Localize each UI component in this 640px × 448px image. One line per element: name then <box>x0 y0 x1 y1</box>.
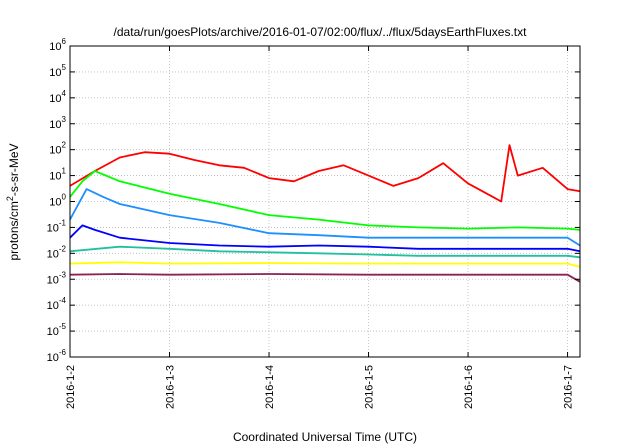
y-tick-label: 104 <box>49 89 66 105</box>
y-tick-label: 10-1 <box>47 218 67 234</box>
y-tick-label: 106 <box>49 37 66 53</box>
y-tick-label: 10-4 <box>47 296 67 312</box>
x-tick-label: 2016-1-3 <box>165 365 177 409</box>
series-line-6 <box>69 261 581 268</box>
y-tick-label: 10-6 <box>47 348 67 364</box>
x-tick-label: 2016-1-5 <box>364 365 376 409</box>
y-tick-label: 101 <box>49 167 66 183</box>
series-line-5 <box>69 245 581 259</box>
y-tick-label: 100 <box>49 193 66 209</box>
chart-title: /data/run/goesPlots/archive/2016-01-07/0… <box>114 25 528 39</box>
y-tick-label: 10-3 <box>47 270 67 286</box>
y-tick-label: 102 <box>49 141 66 157</box>
ticks <box>69 45 580 358</box>
y-tick-label: 10-2 <box>47 244 67 260</box>
y-tick-label: 10-5 <box>47 322 67 338</box>
tick-labels: 106 105 104 103 102 101 100 10-1 10-2 10-3 10-4 10-… <box>47 37 575 409</box>
series-line-1 <box>69 144 581 203</box>
series-line-7 <box>69 273 581 283</box>
series-line-3 <box>69 188 581 247</box>
x-axis-title: Coordinated Universal Time (UTC) <box>233 430 417 444</box>
x-tick-label: 2016-1-4 <box>264 365 276 409</box>
y-tick-label: 105 <box>49 63 66 79</box>
series-line-4 <box>69 224 581 253</box>
svg-text:protons/cm2-s-sr-MeV: protons/cm2-s-sr-MeV <box>5 143 21 260</box>
y-tick-label: 103 <box>49 115 66 131</box>
grid <box>70 46 580 357</box>
series-line-2 <box>69 170 581 231</box>
x-tick-label: 2016-1-6 <box>463 365 475 409</box>
x-tick-label: 2016-1-7 <box>563 365 575 409</box>
series-layer <box>69 144 581 283</box>
x-tick-label: 2016-1-2 <box>65 365 77 409</box>
y-axis-title: protons/cm2-s-sr-MeV <box>5 143 21 260</box>
